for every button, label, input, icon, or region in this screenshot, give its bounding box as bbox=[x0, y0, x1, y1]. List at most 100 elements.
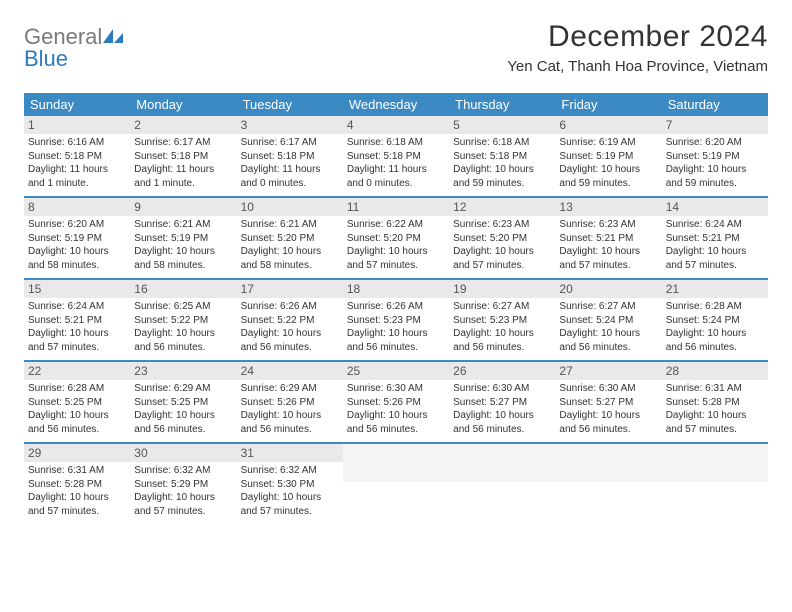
calendar-day: 6Sunrise: 6:19 AMSunset: 5:19 PMDaylight… bbox=[555, 116, 661, 196]
calendar-week: 1Sunrise: 6:16 AMSunset: 5:18 PMDaylight… bbox=[24, 116, 768, 198]
calendar-day: 18Sunrise: 6:26 AMSunset: 5:23 PMDayligh… bbox=[343, 280, 449, 360]
day-number bbox=[555, 444, 661, 462]
calendar-day: 4Sunrise: 6:18 AMSunset: 5:18 PMDaylight… bbox=[343, 116, 449, 196]
sunrise-text: Sunrise: 6:24 AM bbox=[28, 300, 126, 314]
day-body: Sunrise: 6:28 AMSunset: 5:25 PMDaylight:… bbox=[24, 380, 130, 440]
day-number: 7 bbox=[662, 116, 768, 134]
weeks-container: 1Sunrise: 6:16 AMSunset: 5:18 PMDaylight… bbox=[24, 116, 768, 524]
sunset-text: Sunset: 5:19 PM bbox=[134, 232, 232, 246]
daylight-text: Daylight: 10 hours and 56 minutes. bbox=[134, 327, 232, 354]
day-number: 1 bbox=[24, 116, 130, 134]
sunrise-text: Sunrise: 6:29 AM bbox=[134, 382, 232, 396]
daylight-text: Daylight: 10 hours and 57 minutes. bbox=[666, 245, 764, 272]
sunset-text: Sunset: 5:27 PM bbox=[453, 396, 551, 410]
sunset-text: Sunset: 5:27 PM bbox=[559, 396, 657, 410]
day-number: 8 bbox=[24, 198, 130, 216]
daylight-text: Daylight: 10 hours and 56 minutes. bbox=[241, 327, 339, 354]
day-number: 21 bbox=[662, 280, 768, 298]
daylight-text: Daylight: 10 hours and 58 minutes. bbox=[28, 245, 126, 272]
calendar-day bbox=[449, 444, 555, 524]
day-number: 20 bbox=[555, 280, 661, 298]
day-number: 2 bbox=[130, 116, 236, 134]
header: General Blue December 2024 Yen Cat, Than… bbox=[24, 20, 768, 75]
daylight-text: Daylight: 10 hours and 56 minutes. bbox=[134, 409, 232, 436]
sunrise-text: Sunrise: 6:29 AM bbox=[241, 382, 339, 396]
calendar-day: 10Sunrise: 6:21 AMSunset: 5:20 PMDayligh… bbox=[237, 198, 343, 278]
sunset-text: Sunset: 5:30 PM bbox=[241, 478, 339, 492]
calendar-day: 21Sunrise: 6:28 AMSunset: 5:24 PMDayligh… bbox=[662, 280, 768, 360]
day-body: Sunrise: 6:31 AMSunset: 5:28 PMDaylight:… bbox=[24, 462, 130, 522]
calendar-day: 17Sunrise: 6:26 AMSunset: 5:22 PMDayligh… bbox=[237, 280, 343, 360]
daylight-text: Daylight: 10 hours and 58 minutes. bbox=[241, 245, 339, 272]
sunrise-text: Sunrise: 6:20 AM bbox=[666, 136, 764, 150]
calendar-day: 13Sunrise: 6:23 AMSunset: 5:21 PMDayligh… bbox=[555, 198, 661, 278]
day-body: Sunrise: 6:26 AMSunset: 5:22 PMDaylight:… bbox=[237, 298, 343, 358]
calendar-week: 8Sunrise: 6:20 AMSunset: 5:19 PMDaylight… bbox=[24, 198, 768, 280]
calendar-day: 3Sunrise: 6:17 AMSunset: 5:18 PMDaylight… bbox=[237, 116, 343, 196]
sunrise-text: Sunrise: 6:27 AM bbox=[559, 300, 657, 314]
calendar-day: 22Sunrise: 6:28 AMSunset: 5:25 PMDayligh… bbox=[24, 362, 130, 442]
sunrise-text: Sunrise: 6:26 AM bbox=[347, 300, 445, 314]
daylight-text: Daylight: 10 hours and 58 minutes. bbox=[134, 245, 232, 272]
day-body: Sunrise: 6:29 AMSunset: 5:26 PMDaylight:… bbox=[237, 380, 343, 440]
sunrise-text: Sunrise: 6:31 AM bbox=[666, 382, 764, 396]
day-number: 29 bbox=[24, 444, 130, 462]
sunset-text: Sunset: 5:25 PM bbox=[134, 396, 232, 410]
day-body bbox=[343, 462, 449, 482]
calendar-day: 14Sunrise: 6:24 AMSunset: 5:21 PMDayligh… bbox=[662, 198, 768, 278]
calendar-day: 25Sunrise: 6:30 AMSunset: 5:26 PMDayligh… bbox=[343, 362, 449, 442]
sunset-text: Sunset: 5:28 PM bbox=[666, 396, 764, 410]
calendar-day: 28Sunrise: 6:31 AMSunset: 5:28 PMDayligh… bbox=[662, 362, 768, 442]
daylight-text: Daylight: 10 hours and 57 minutes. bbox=[453, 245, 551, 272]
daylight-text: Daylight: 10 hours and 56 minutes. bbox=[666, 327, 764, 354]
sunset-text: Sunset: 5:20 PM bbox=[347, 232, 445, 246]
calendar-day: 15Sunrise: 6:24 AMSunset: 5:21 PMDayligh… bbox=[24, 280, 130, 360]
calendar-day bbox=[662, 444, 768, 524]
sunrise-text: Sunrise: 6:28 AM bbox=[666, 300, 764, 314]
weekday-header: Wednesday bbox=[343, 93, 449, 116]
day-number: 19 bbox=[449, 280, 555, 298]
sunset-text: Sunset: 5:21 PM bbox=[666, 232, 764, 246]
calendar-day: 16Sunrise: 6:25 AMSunset: 5:22 PMDayligh… bbox=[130, 280, 236, 360]
logo-sail-icon bbox=[102, 26, 124, 48]
day-body: Sunrise: 6:32 AMSunset: 5:30 PMDaylight:… bbox=[237, 462, 343, 522]
daylight-text: Daylight: 10 hours and 57 minutes. bbox=[559, 245, 657, 272]
weekday-header-row: Sunday Monday Tuesday Wednesday Thursday… bbox=[24, 93, 768, 116]
day-number: 25 bbox=[343, 362, 449, 380]
sunset-text: Sunset: 5:18 PM bbox=[28, 150, 126, 164]
daylight-text: Daylight: 11 hours and 0 minutes. bbox=[347, 163, 445, 190]
sunset-text: Sunset: 5:25 PM bbox=[28, 396, 126, 410]
sunrise-text: Sunrise: 6:26 AM bbox=[241, 300, 339, 314]
sunset-text: Sunset: 5:19 PM bbox=[559, 150, 657, 164]
calendar-day: 19Sunrise: 6:27 AMSunset: 5:23 PMDayligh… bbox=[449, 280, 555, 360]
calendar-day: 9Sunrise: 6:21 AMSunset: 5:19 PMDaylight… bbox=[130, 198, 236, 278]
day-body: Sunrise: 6:21 AMSunset: 5:20 PMDaylight:… bbox=[237, 216, 343, 276]
weekday-header: Tuesday bbox=[237, 93, 343, 116]
day-body: Sunrise: 6:17 AMSunset: 5:18 PMDaylight:… bbox=[237, 134, 343, 194]
day-body: Sunrise: 6:32 AMSunset: 5:29 PMDaylight:… bbox=[130, 462, 236, 522]
day-body: Sunrise: 6:23 AMSunset: 5:20 PMDaylight:… bbox=[449, 216, 555, 276]
sunset-text: Sunset: 5:26 PM bbox=[347, 396, 445, 410]
day-body: Sunrise: 6:18 AMSunset: 5:18 PMDaylight:… bbox=[449, 134, 555, 194]
sunset-text: Sunset: 5:22 PM bbox=[134, 314, 232, 328]
sunrise-text: Sunrise: 6:18 AM bbox=[453, 136, 551, 150]
sunrise-text: Sunrise: 6:17 AM bbox=[134, 136, 232, 150]
day-number: 18 bbox=[343, 280, 449, 298]
day-body: Sunrise: 6:21 AMSunset: 5:19 PMDaylight:… bbox=[130, 216, 236, 276]
sunset-text: Sunset: 5:20 PM bbox=[453, 232, 551, 246]
sunset-text: Sunset: 5:26 PM bbox=[241, 396, 339, 410]
day-number bbox=[449, 444, 555, 462]
day-number: 5 bbox=[449, 116, 555, 134]
day-number: 24 bbox=[237, 362, 343, 380]
daylight-text: Daylight: 11 hours and 1 minute. bbox=[134, 163, 232, 190]
day-body: Sunrise: 6:18 AMSunset: 5:18 PMDaylight:… bbox=[343, 134, 449, 194]
sunrise-text: Sunrise: 6:16 AM bbox=[28, 136, 126, 150]
daylight-text: Daylight: 10 hours and 57 minutes. bbox=[347, 245, 445, 272]
day-body: Sunrise: 6:26 AMSunset: 5:23 PMDaylight:… bbox=[343, 298, 449, 358]
sunset-text: Sunset: 5:18 PM bbox=[241, 150, 339, 164]
calendar-day: 8Sunrise: 6:20 AMSunset: 5:19 PMDaylight… bbox=[24, 198, 130, 278]
day-number bbox=[343, 444, 449, 462]
sunrise-text: Sunrise: 6:31 AM bbox=[28, 464, 126, 478]
day-number: 17 bbox=[237, 280, 343, 298]
day-number: 4 bbox=[343, 116, 449, 134]
